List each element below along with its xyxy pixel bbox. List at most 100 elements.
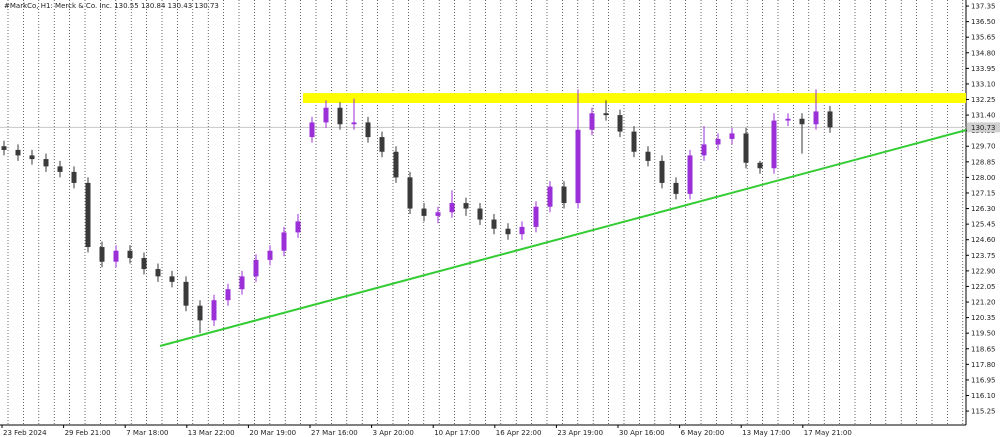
candle-body [757,162,763,169]
y-tick-label: 127.15 [971,189,996,197]
x-tick-label: 13 Mar 22:00 [188,429,235,437]
y-tick-label: 128.00 [971,174,996,182]
trendline [159,129,967,347]
x-tick-label: 30 Apr 16:00 [619,429,665,437]
candle-body [309,122,315,138]
y-tick-label: 120.35 [971,314,996,322]
y-tick-label: 122.05 [971,283,996,291]
y-tick-label: 126.30 [971,205,996,213]
candle-body [463,203,469,209]
x-tick-label: 10 Apr 17:00 [434,429,480,437]
candle-body [393,151,399,178]
candle-body [71,171,77,183]
candle-body [141,258,147,270]
y-tick-label: 136.50 [971,18,996,26]
candle-body [337,107,343,125]
y-tick-label: 135.65 [971,34,996,42]
candle-body [533,206,539,227]
y-tick-label: 128.85 [971,158,996,166]
candle-body [547,186,553,207]
candle-body [743,133,749,163]
candle-body [211,300,217,321]
candle-body [239,276,245,290]
candle-body [687,155,693,194]
candle-body [29,155,35,160]
candle-body [253,259,259,277]
candle-body [225,289,231,301]
x-tick-label: 3 Apr 20:00 [373,429,414,437]
candle-body [57,166,63,172]
candle-body [155,269,161,277]
candle-body [477,208,483,220]
y-tick-label: 123.75 [971,252,996,260]
candle-body [1,146,7,150]
y-tick-label: 133.95 [971,65,996,73]
candle-body [589,113,595,130]
candle-body [43,159,49,167]
candle-body [575,129,581,204]
candle-body [631,131,637,152]
chart-title: #MarkCo, H1: Merck & Co. Inc. 130.55 130… [4,2,219,10]
candle-body [785,118,791,121]
x-tick-label: 20 Mar 19:00 [249,429,296,437]
candle-body [827,111,833,128]
candle-body [715,138,721,145]
last-price-box [967,122,1000,133]
candle-body [603,113,609,116]
candle-body [281,232,287,251]
y-tick-label: 121.20 [971,299,996,307]
candle-body [169,276,175,282]
y-tick-label: 132.25 [971,96,996,104]
x-tick-label: 23 Apr 19:00 [557,429,603,437]
candle-body [771,120,777,169]
candle-body [99,247,105,262]
y-tick-label: 119.50 [971,330,996,338]
y-tick-label: 122.90 [971,267,996,275]
x-tick-label: 29 Feb 21:00 [65,429,111,437]
y-tick-label: 115.25 [971,408,996,416]
y-tick-label: 118.65 [971,345,996,353]
x-tick-label: 16 Apr 22:00 [496,429,542,437]
candle-body [505,228,511,235]
candle-body [435,212,441,216]
candle-body [407,177,413,209]
y-tick-label: 116.95 [971,376,996,384]
candle-body [15,149,21,156]
y-tick-label: 125.45 [971,221,996,229]
candle-body [127,250,133,259]
candle-body [645,151,651,161]
vertical-grid [7,0,964,425]
last-price-label: 130.73 [971,124,996,132]
candle-body [701,144,707,156]
x-tick-label: 27 Mar 16:00 [311,429,358,437]
x-tick-label: 13 May 17:00 [742,429,790,437]
x-tick-label: 23 Feb 2024 [3,429,47,437]
y-tick-label: 116.10 [971,392,996,400]
x-tick-label: 7 Mar 18:00 [126,429,168,437]
x-tick-label: 17 May 21:00 [804,429,852,437]
candle-body [183,281,189,306]
y-tick-label: 124.60 [971,236,996,244]
candle-body [379,137,385,152]
candle-body [421,208,427,216]
y-tick-label: 137.35 [971,3,996,11]
candle-body [323,107,329,123]
candle-body [813,111,819,125]
y-tick-label: 133.10 [971,80,996,88]
resistance-zone [303,93,966,103]
candle-body [365,122,371,138]
y-tick-label: 117.80 [971,361,996,369]
candle-body [617,115,623,132]
candle-body [729,133,735,139]
candle-body [295,221,301,233]
candle-body [659,160,665,183]
candle-body [85,182,91,248]
candle-body [351,122,357,125]
y-tick-label: 134.80 [971,49,996,57]
candle-body [799,118,805,125]
candle-body [673,182,679,194]
y-tick-label: 131.40 [971,112,996,120]
candle-body [491,219,497,229]
